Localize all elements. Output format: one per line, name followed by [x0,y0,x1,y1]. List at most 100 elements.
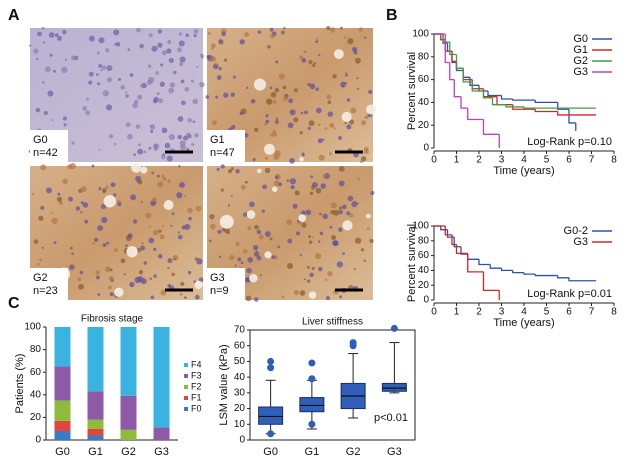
cell-texture [148,146,152,150]
bar-segment [87,428,104,436]
x-tick-label: 1 [454,155,460,166]
cell-texture [243,212,248,217]
x-tick-label: 6 [566,307,572,318]
cell-texture [356,202,359,205]
cell-texture [370,190,375,196]
y-tick-label: 60 [30,367,42,378]
cell-texture [80,186,87,193]
cell-texture [118,77,122,81]
bar-segment [87,419,104,429]
cell-texture [184,86,190,92]
survival-step [534,100,558,104]
box [381,382,407,392]
cell-texture [148,33,153,38]
cell-texture [210,56,217,62]
image-label: G0 [33,134,48,146]
cell-texture [98,37,105,44]
cell-texture [168,87,174,94]
survival-step [487,91,502,97]
cell-texture [324,127,328,130]
legend-label: G3 [573,66,588,78]
cell-texture [265,119,270,124]
cell-texture [309,191,314,196]
bar-segment [120,327,137,396]
cell-texture [239,111,243,116]
cell-texture [246,86,249,89]
cell-texture [37,31,42,37]
cell-texture [340,81,347,88]
survival-step [442,34,450,43]
cell-texture [354,237,362,244]
vacuole [342,220,353,231]
cell-texture [309,272,314,278]
cell-texture [194,294,200,300]
y-tick-label: 80 [418,51,430,62]
cell-texture [318,53,321,57]
cell-texture [227,169,233,174]
cell-texture [239,39,245,45]
vacuole [219,214,234,229]
cell-texture [179,182,185,188]
cell-texture [48,32,55,38]
survival-step [500,95,513,100]
survival-step [453,237,461,248]
vacuole [253,78,266,91]
cell-texture [286,179,290,182]
bar-segment [87,391,104,420]
cell-texture [150,125,153,128]
cell-texture [97,82,101,86]
cell-texture [317,123,321,127]
cell-texture [275,117,279,120]
cell-texture [338,227,343,232]
cell-texture [196,65,199,69]
y-tick-label: 100 [412,221,429,232]
cell-texture [117,202,122,207]
cell-texture [151,197,157,203]
cell-texture [315,40,319,44]
vacuole [131,162,142,173]
x-tick-label: 3 [499,155,505,166]
outlier [390,324,398,332]
cell-texture [127,133,133,140]
cell-texture [157,42,163,48]
survival-step [462,68,473,83]
cell-texture [308,60,313,65]
y-tick-label: 10 [234,419,246,430]
cell-texture [96,275,100,280]
cell-texture [80,201,84,205]
cell-texture [317,240,321,243]
vacuole [263,143,275,155]
cell-texture [212,63,219,70]
cell-texture [299,55,304,60]
survival-step [512,104,536,110]
cell-texture [135,124,141,129]
vacuole [257,168,262,174]
cell-texture [166,48,172,54]
cell-texture [130,284,133,287]
cell-texture [264,231,271,238]
cell-texture [150,129,154,133]
cell-texture [79,270,84,275]
cell-texture [127,48,131,51]
cell-texture [364,36,367,39]
cell-texture [267,45,271,49]
cell-texture [230,194,234,198]
cell-texture [272,99,277,104]
cell-texture [187,207,193,214]
survival-step [478,259,491,266]
cell-texture [305,209,312,216]
cell-texture [338,166,345,172]
cell-texture [40,205,45,210]
cell-texture [308,235,312,239]
x-tick-label: G3 [387,446,402,458]
cell-texture [143,150,147,154]
survival-step [460,96,468,109]
cell-texture [209,214,215,220]
cell-texture [101,216,108,224]
survival-step [455,61,464,69]
cell-texture [259,274,262,277]
cell-texture [235,241,240,246]
panel-label: B [386,7,398,24]
cell-texture [318,154,325,161]
bar-segment [54,420,71,431]
